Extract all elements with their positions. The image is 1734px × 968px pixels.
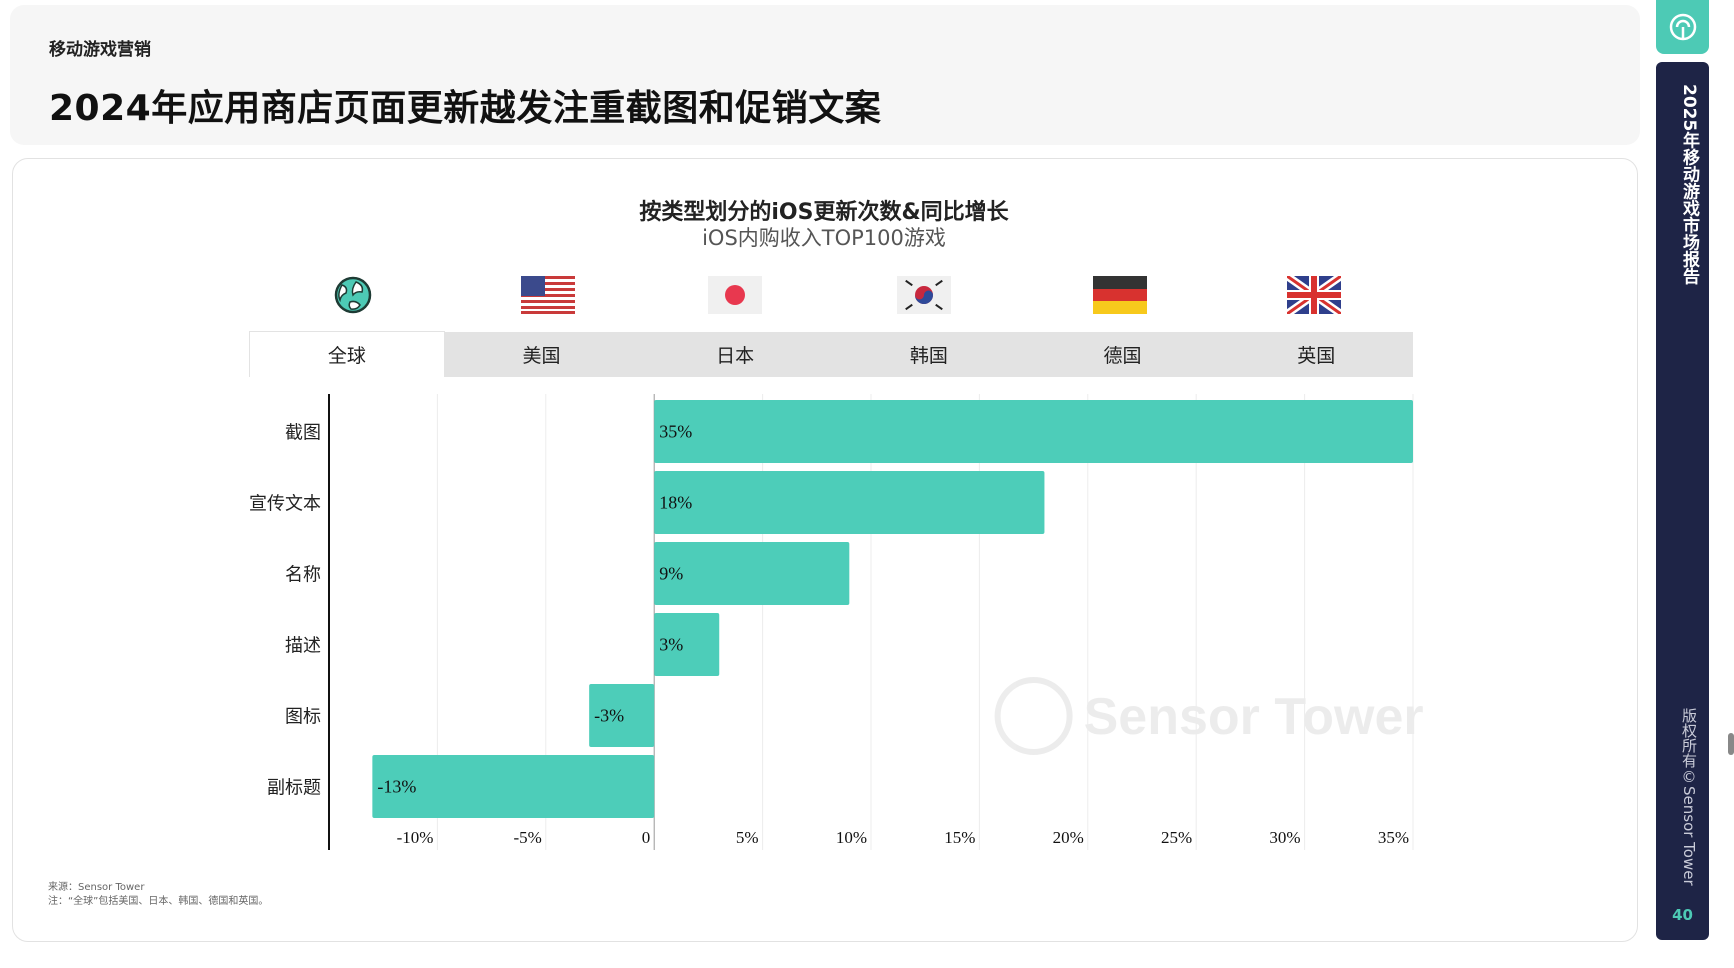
bar-chart: Sensor Tower -10% -5% 0 5% 10% 15% 20% 25% 30% 35%… [249,394,1424,850]
region-tabs: 全球 美国 日本 韩国 德国 英国 [249,331,1413,377]
globe-icon [334,276,372,314]
scroll-handle[interactable] [1728,733,1734,755]
x-tick-label: -5% [513,828,541,847]
x-tick-label: 20% [1053,828,1084,847]
category-label: 描述 [285,636,321,657]
data-label: 18% [659,493,692,513]
sensor-tower-logo-icon [1669,13,1696,41]
section-kicker: 移动游戏营销 [49,40,151,60]
x-tick-label: 5% [736,828,759,847]
data-label: -3% [594,706,624,726]
data-label: 9% [659,564,683,584]
x-tick-label: 10% [836,828,867,847]
watermark: Sensor Tower [994,677,1424,755]
page-title: 2024年应用商店页面更新越发注重截图和促销文案 [49,88,882,129]
report-title: 2025年移动游戏市场报告 [1679,84,1699,285]
tab-japan[interactable]: 日本 [716,345,755,367]
source-note: 来源：Sensor Tower [48,882,145,893]
category-label: 图标 [285,707,321,728]
tab-us[interactable]: 美国 [522,345,561,367]
uk-flag-icon [1287,276,1341,314]
x-tick-label: 25% [1161,828,1192,847]
tab-global[interactable]: 全球 [249,331,445,377]
report-sidebar [1656,62,1709,940]
page-number: 40 [1672,906,1693,924]
chart-title: 按类型划分的iOS更新次数&同比增长 [639,200,1009,225]
germany-flag-icon [1093,276,1147,314]
data-label: 35% [659,422,692,442]
sensor-tower-logo-button[interactable] [1656,0,1709,54]
category-label: 截图 [285,423,321,444]
x-tick-label: 30% [1269,828,1300,847]
chart-subtitle: iOS内购收入TOP100游戏 [702,226,946,250]
header-card: 移动游戏营销 2024年应用商店页面更新越发注重截图和促销文案 [10,5,1640,145]
tab-korea[interactable]: 韩国 [909,345,948,367]
data-label: -13% [377,777,416,797]
bar [589,684,655,747]
japan-flag-icon [708,276,762,314]
footnote-note: 注：“全球”包括美国、日本、韩国、德国和英国。 [48,896,269,907]
copyright-text: 版权所有©Sensor Tower [1680,708,1698,886]
x-tick-label: 0 [642,828,651,847]
x-tick-label: 15% [944,828,975,847]
bar [654,542,850,605]
svg-text:Sensor Tower: Sensor Tower [1084,688,1424,746]
us-flag-icon [521,276,575,314]
category-label: 宣传文本 [249,494,321,515]
tab-germany[interactable]: 德国 [1103,345,1142,367]
korea-flag-icon [897,276,951,314]
x-tick-label: 35% [1378,828,1409,847]
category-label: 副标题 [267,778,321,799]
tab-uk[interactable]: 英国 [1297,345,1336,367]
data-label: 3% [659,635,683,655]
x-tick-label: -10% [397,828,434,847]
bar [372,755,655,818]
bar [654,400,1413,463]
bar [654,613,720,676]
bar [654,471,1045,534]
category-label: 名称 [285,565,321,586]
